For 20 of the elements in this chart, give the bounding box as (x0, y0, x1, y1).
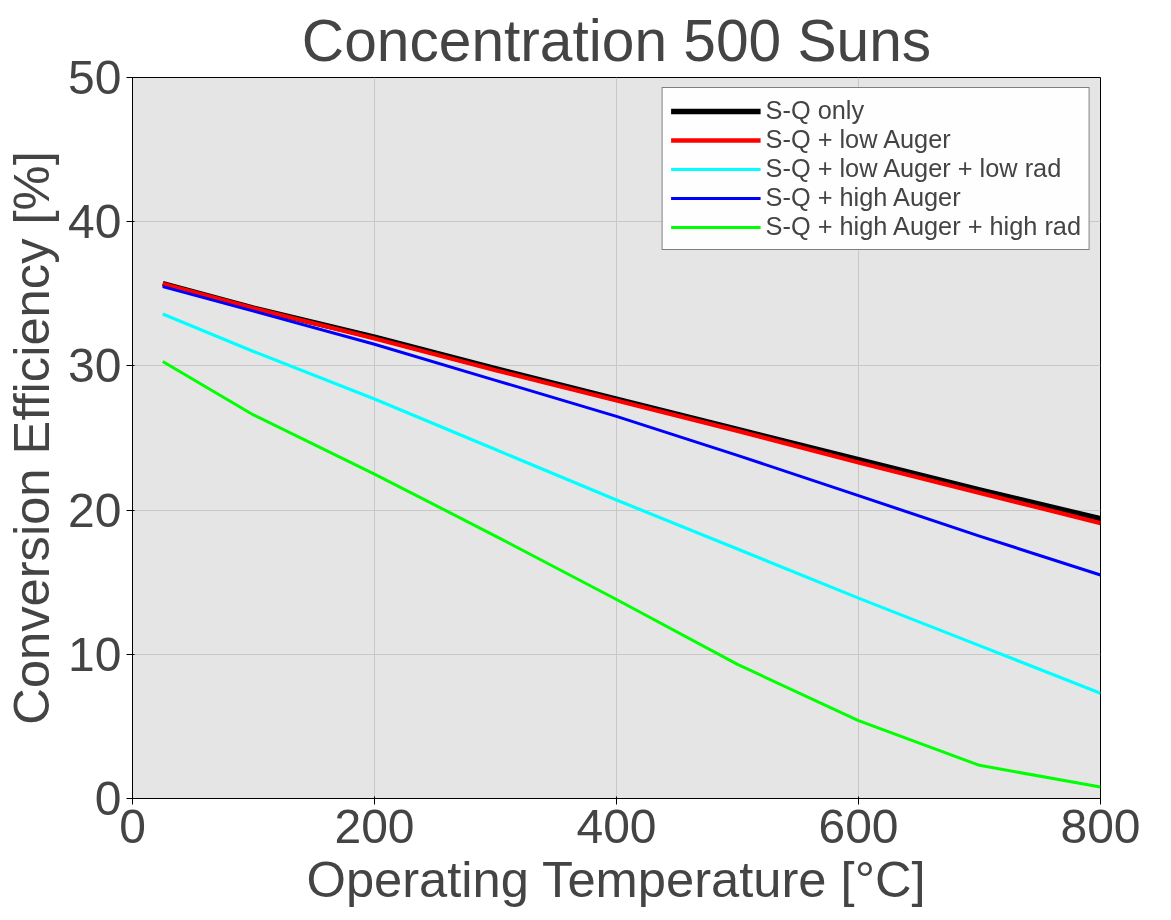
x-tick-label: 800 (1060, 799, 1141, 853)
x-tick-label: 600 (818, 799, 899, 853)
line-series (161, 360, 1101, 789)
y-tick-label: 40 (68, 195, 122, 249)
y-tick-label: 20 (68, 483, 122, 537)
line-series (161, 285, 1101, 577)
legend-label: S-Q + high Auger + high rad (765, 212, 1081, 241)
y-tick-label: 50 (68, 51, 122, 104)
y-tick-label: 10 (68, 627, 122, 681)
chart-title: Concentration 500 Suns (301, 7, 932, 73)
legend-label: S-Q + low Auger (765, 125, 951, 154)
legend-label: S-Q + low Auger + low rad (765, 154, 1062, 183)
line-series (161, 312, 1101, 695)
x-tick-label: 400 (576, 799, 657, 853)
legend-label: S-Q only (765, 96, 865, 125)
x-tick-label: 200 (334, 799, 415, 853)
legend-label: S-Q + high Auger (765, 183, 961, 212)
y-tick-label: 30 (68, 339, 122, 393)
x-axis-title: Operating Temperature [°C] (306, 850, 926, 908)
y-axis-title: Conversion Efficiency [%] (3, 151, 61, 725)
